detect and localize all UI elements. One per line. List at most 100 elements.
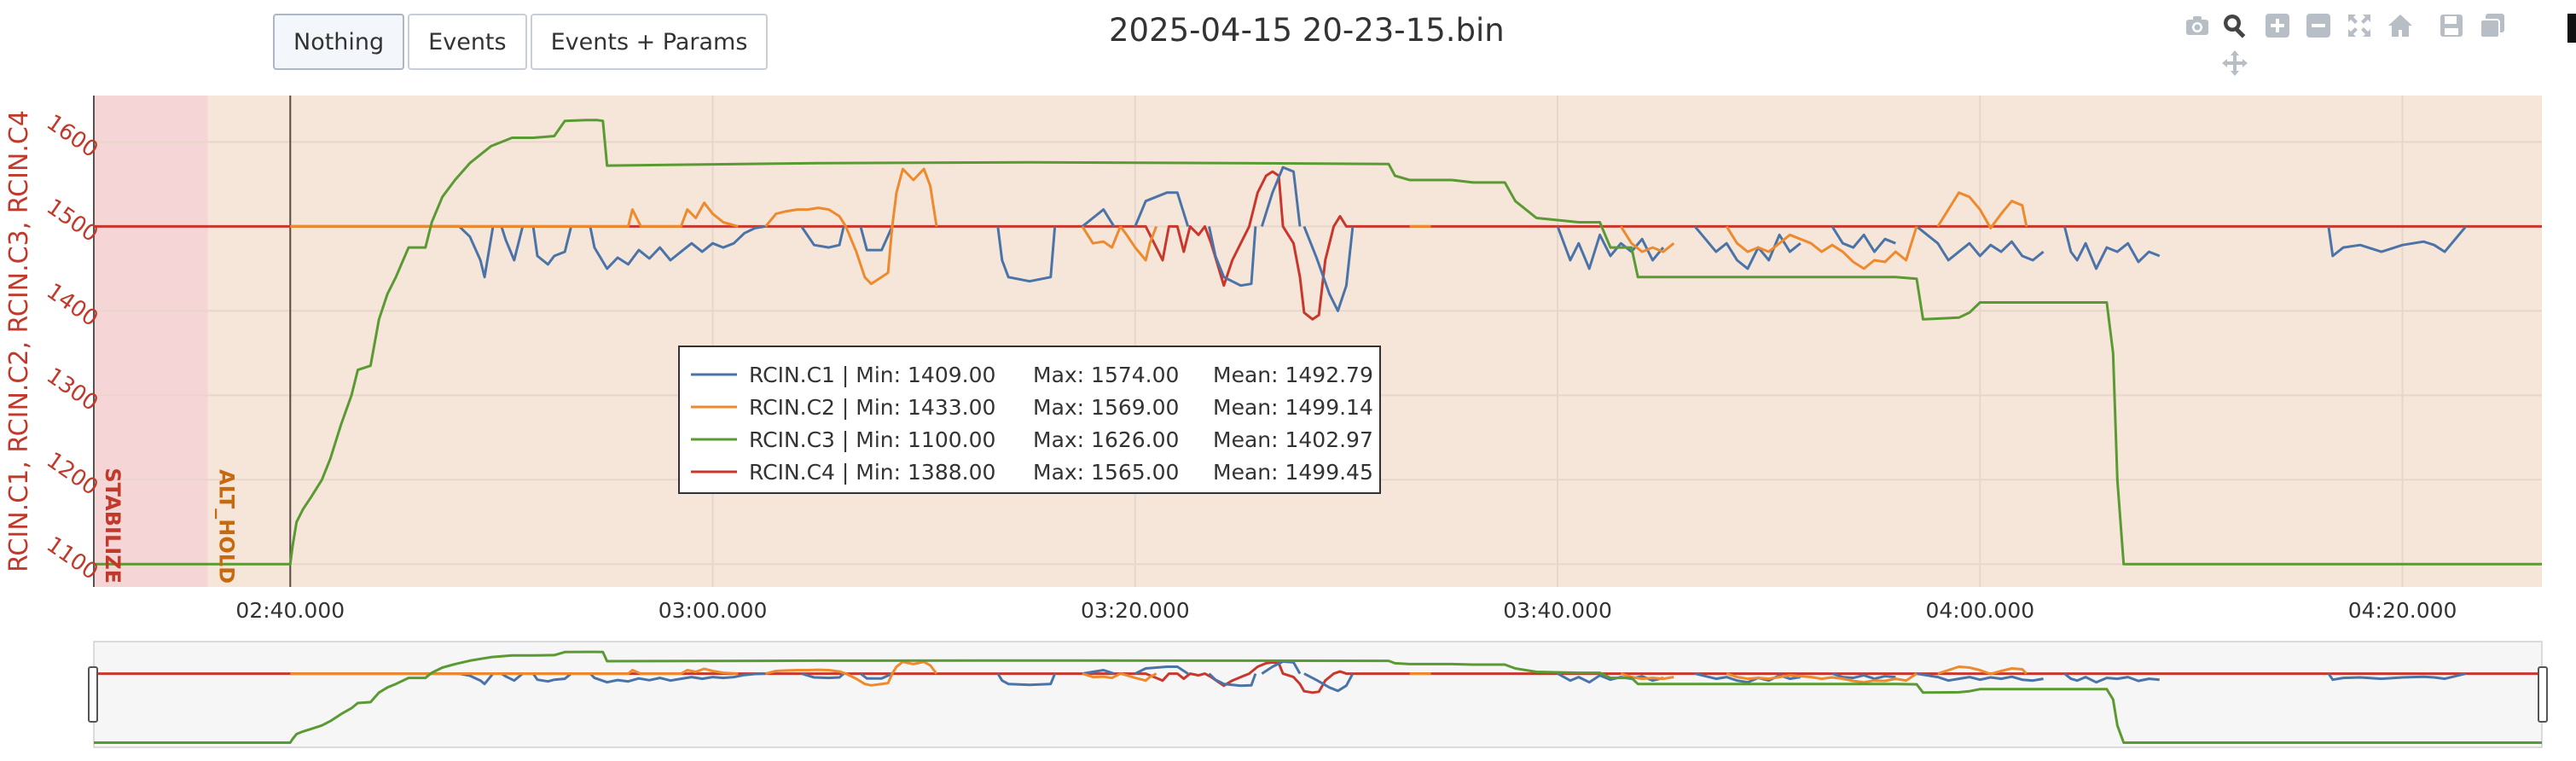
series-line-rcin-c3-seg-0 [94,119,2542,566]
series-line-rcin-c2-seg-7 [1620,225,1675,253]
series-line-rcin-c2-seg-1 [764,206,847,228]
rangeslider-line-rcin-c4-seg-0 [94,660,2542,694]
legend-entry-max: Max: 1569.00 [1033,395,1179,420]
x-tick-label: 03:40.000 [1503,598,1612,623]
y-axis-label: RCIN.C1, RCIN.C2, RCIN.C3, RCIN.C4 [4,110,34,572]
series-line-rcin-c1-seg-7 [1081,208,1116,228]
rangeslider-line-rcin-c2-seg-1 [765,668,847,676]
x-tick-label: 04:00.000 [1925,598,2034,623]
rangeslider-line-rcin-c2-seg-8 [1726,672,1917,684]
window-edge-marker [2567,14,2576,43]
series-line-rcin-c1-seg-1 [500,225,525,262]
rangeslider-line-rcin-c1-seg-17 [2327,672,2467,682]
x-tick-label: 04:20.000 [2348,598,2457,623]
legend-box [678,346,1381,494]
event-toggle-group: Nothing Events Events + Params [273,14,769,70]
series-line-rcin-c1-seg-4 [800,225,845,249]
legend-entry-mean: Mean: 1499.14 [1213,395,1373,420]
events-params-button[interactable]: Events + Params [530,14,769,70]
rangeslider-line-rcin-c3-seg-0 [94,650,2542,744]
series-line-rcin-c1-seg-11 [1303,225,1355,312]
rangeslider-line-rcin-c2-seg-2 [844,672,894,687]
series-line-rcin-c1-seg-9 [1208,226,1257,288]
legend-entry-mean: Mean: 1492.79 [1213,363,1373,387]
rangeslider-line-rcin-c1-seg-16 [2063,672,2160,684]
zoom-in-icon[interactable] [2264,12,2291,39]
copy-icon[interactable] [2479,12,2506,39]
series-line-rcin-c2-seg-9 [1936,191,2028,229]
legend: RCIN.C1 | Min: 1409.00 Max: 1574.00 Mean: … [678,346,1381,494]
rangeslider-line-rcin-c1-seg-9 [1208,672,1257,688]
modebar [2184,12,2559,80]
nothing-button[interactable]: Nothing [273,14,405,70]
rangeslider-line-rcin-c2-seg-9 [1937,665,2028,676]
legend-entry-mean: Mean: 1499.45 [1213,460,1373,485]
rangeslider-line-rcin-c2-seg-3 [891,660,938,675]
series-group [94,119,2542,566]
rangeslider-line-rcin-c1-seg-11 [1303,672,1355,693]
legend-entry-max: Max: 1626.00 [1033,427,1179,452]
legend-entry-min: RCIN.C1 | Min: 1409.00 [749,363,995,387]
plot-area[interactable] [94,96,2542,587]
rangeslider-line-rcin-c1-seg-15 [1916,672,2044,683]
legend-entry-max: Max: 1574.00 [1033,363,1179,387]
rangeslider-line-rcin-c1-seg-4 [801,672,845,680]
rangeslider-line-rcin-c2-seg-7 [1620,672,1674,681]
series-line-rcin-c2-seg-8 [1725,225,1918,270]
range-slider[interactable] [88,641,2548,748]
legend-entry-min: RCIN.C3 | Min: 1100.00 [749,427,995,452]
rangeslider-line-rcin-c2-seg-4 [1082,672,1122,680]
rangeslider-line-rcin-c1-seg-8 [1134,665,1189,675]
x-tick-label: 02:40.000 [235,598,345,623]
series-line-rcin-c2-seg-3 [891,167,938,227]
series-line-rcin-c1-seg-14 [1830,225,1896,253]
series-line-rcin-c2-seg-5 [1119,225,1158,262]
series-line-rcin-c4-seg-0 [94,170,2542,321]
legend-entry-max: Max: 1565.00 [1033,460,1179,485]
camera-icon[interactable] [2184,12,2211,39]
save-icon[interactable] [2438,12,2465,39]
series-line-rcin-c1-seg-15 [1916,225,2045,262]
legend-entry-min: RCIN.C2 | Min: 1433.00 [749,395,995,420]
mode-band-stabilize [94,96,208,587]
rangeslider-line-rcin-c1-seg-14 [1831,672,1896,681]
rangeslider-line-rcin-c2-seg-5 [1120,672,1157,683]
rangeslider-line-rcin-c1-seg-5 [859,672,893,680]
series-line-rcin-c2-seg-2 [844,225,894,286]
rangeslider-line-rcin-c1-seg-6 [996,672,1057,687]
events-button[interactable]: Events [408,14,527,70]
mode-label-althold: ALT_HOLD [215,469,239,584]
zoom-icon[interactable] [2221,12,2248,39]
series-line-rcin-c1-seg-8 [1134,191,1190,227]
x-tick-label: 03:20.000 [1081,598,1190,623]
series-line-rcin-c1-seg-6 [996,226,1057,283]
chart-title: 2025-04-15 20-23-15.bin [1109,12,1505,49]
rangeslider-line-rcin-c1-seg-2 [531,672,572,683]
series-line-rcin-c2-seg-4 [1081,225,1122,249]
home-icon[interactable] [2387,12,2414,39]
series-line-rcin-c1-seg-2 [531,226,573,266]
x-tick-label: 03:00.000 [659,598,768,623]
pan-icon[interactable] [2221,49,2248,77]
range-slider-handle-right[interactable] [2538,666,2548,723]
range-slider-track[interactable] [93,641,2543,748]
zoom-out-icon[interactable] [2305,12,2332,39]
range-slider-preview [94,650,2542,744]
x-axis-ticks: 02:40.000 03:00.000 03:20.000 03:40.000 04:0… [235,598,2457,623]
rangeslider-line-rcin-c1-seg-7 [1082,669,1115,676]
series-line-rcin-c1-seg-12 [1556,225,1665,270]
series-line-rcin-c2-seg-0 [290,201,739,228]
series-line-rcin-c1-seg-16 [2063,226,2161,270]
mode-labels: STABILIZE ALT_HOLD [101,468,239,584]
autoscale-icon[interactable] [2346,12,2373,39]
mode-label-stabilize: STABILIZE [101,468,125,584]
legend-entry-mean: Mean: 1402.97 [1213,427,1373,452]
rangeslider-line-rcin-c1-seg-3 [589,672,766,684]
legend-entry-min: RCIN.C4 | Min: 1388.00 [749,460,995,485]
series-line-rcin-c1-seg-5 [859,225,894,252]
series-line-rcin-c1-seg-3 [589,224,766,270]
rangeslider-line-rcin-c1-seg-1 [501,672,524,683]
series-line-rcin-c1-seg-10 [1260,166,1302,227]
range-slider-handle-left[interactable] [88,666,98,723]
